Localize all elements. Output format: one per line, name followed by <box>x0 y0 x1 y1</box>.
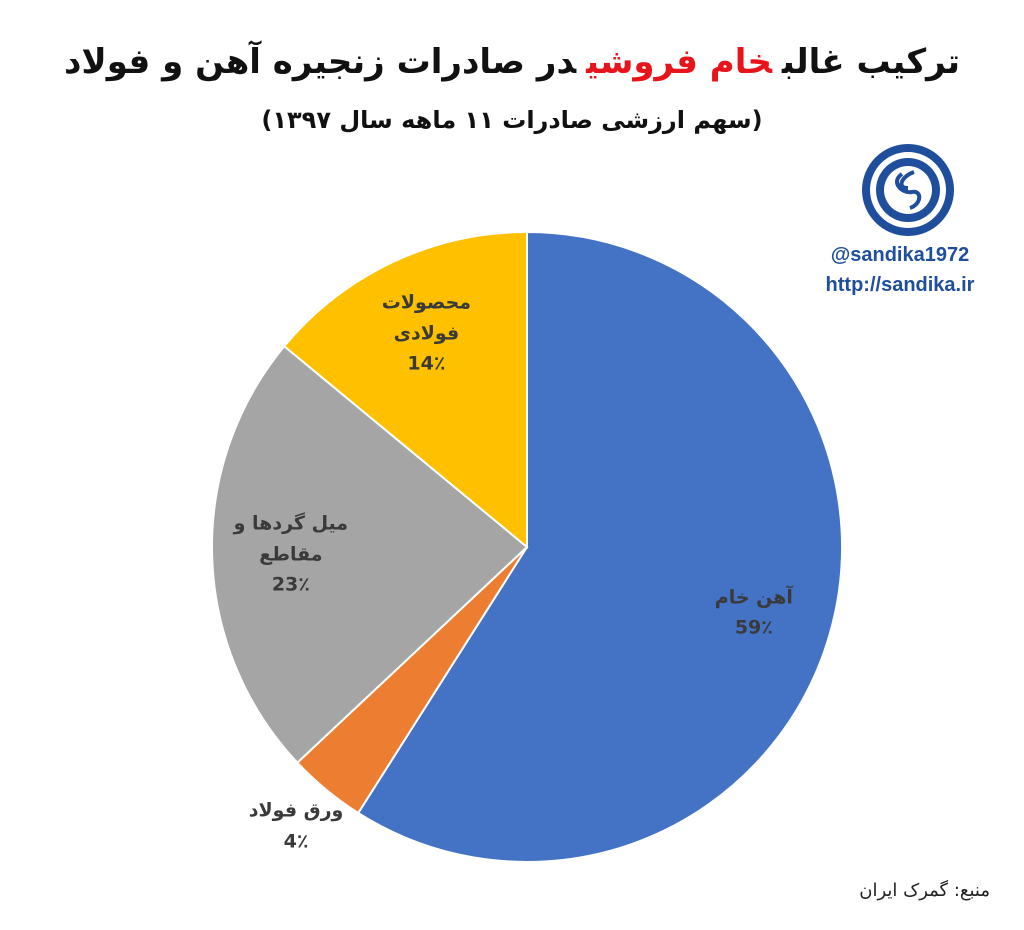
source: منبع: گمرک ایران <box>859 880 990 901</box>
title-part: خام فروشی <box>586 42 772 82</box>
logo <box>862 144 954 236</box>
value-label: 14٪ <box>407 352 446 375</box>
handle: @sandika1972 <box>830 244 970 266</box>
slice-label: محصولات فولادی 14٪ <box>351 288 501 379</box>
handle: http://sandika.ir <box>825 274 975 296</box>
chart-title: ترکیب غالبخام فروشیدر صادرات زنجیره آهن … <box>0 42 1024 82</box>
value-label: 4٪ <box>283 830 309 853</box>
category: آهن خام <box>714 586 793 609</box>
title-part: ترکیب غالب <box>781 42 961 82</box>
slice-label: آهن خام 59٪ <box>679 583 829 644</box>
title-part: در صادرات زنجیره آهن و فولاد <box>63 42 577 82</box>
value-label: 59٪ <box>734 616 773 639</box>
slice-label: میل گردها و مقاطع 23٪ <box>216 509 366 600</box>
chart-subtitle: (سهم ارزشی صادرات ۱۱ ماهه سال ۱۳۹۷) <box>261 106 763 134</box>
category: میل گردها و مقاطع <box>233 512 349 566</box>
pie-slice <box>211 344 529 765</box>
category: محصولات فولادی <box>381 291 472 345</box>
category: ورق فولاد <box>248 799 344 822</box>
value-label: 23٪ <box>271 573 310 596</box>
pie-slice <box>356 230 843 863</box>
pie-slice <box>282 230 528 550</box>
slice-label: ورق فولاد 4٪ <box>221 796 371 857</box>
